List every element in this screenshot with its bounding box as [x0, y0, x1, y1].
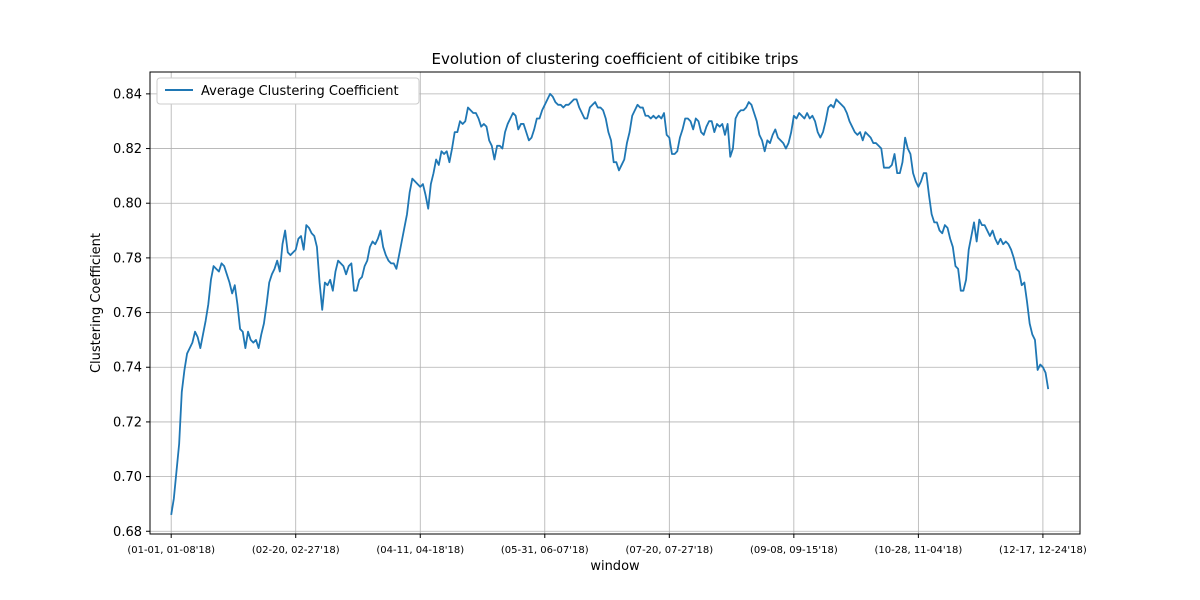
- grid-lines: [150, 72, 1080, 534]
- x-tick-label: (10-28, 11-04'18): [875, 545, 963, 556]
- y-tick-label: 0.68: [113, 525, 142, 540]
- y-tick-label: 0.80: [113, 197, 142, 212]
- plot-frame: [149, 71, 1081, 535]
- x-tick-label: (09-08, 09-15'18): [750, 545, 838, 556]
- x-tick-label: (12-17, 12-24'18): [999, 545, 1087, 556]
- x-axis-label: window: [590, 559, 640, 574]
- y-tick-label: 0.84: [113, 87, 142, 102]
- series-layer: [170, 92, 1050, 516]
- y-tick-label: 0.76: [113, 306, 142, 321]
- series-line-0: [170, 92, 1050, 516]
- x-tick-label: (01-01, 01-08'18): [127, 545, 215, 556]
- y-tick-label: 0.72: [113, 415, 142, 430]
- y-tick-label: 0.78: [113, 251, 142, 266]
- x-tick-label: (02-20, 02-27'18): [252, 545, 340, 556]
- x-tick-label: (04-11, 04-18'18): [376, 545, 464, 556]
- y-tick-label: 0.82: [113, 142, 142, 157]
- legend: Average Clustering Coefficient: [156, 77, 420, 105]
- x-tick-label: (07-20, 07-27'18): [625, 545, 713, 556]
- axis-ticks: 0.68 0.70 0.72 0.74 0.76 0.78 0.80 0.82 0.84 (01-…: [113, 87, 1087, 556]
- x-tick-label: (05-31, 06-07'18): [501, 545, 589, 556]
- y-axis-label: Clustering Coefficient: [89, 233, 104, 373]
- legend-box: [156, 77, 420, 105]
- chart-title: Evolution of clustering coefficient of c…: [432, 50, 799, 68]
- y-tick-label: 0.74: [113, 361, 142, 376]
- y-tick-label: 0.70: [113, 470, 142, 485]
- legend-label: Average Clustering Coefficient: [201, 84, 399, 99]
